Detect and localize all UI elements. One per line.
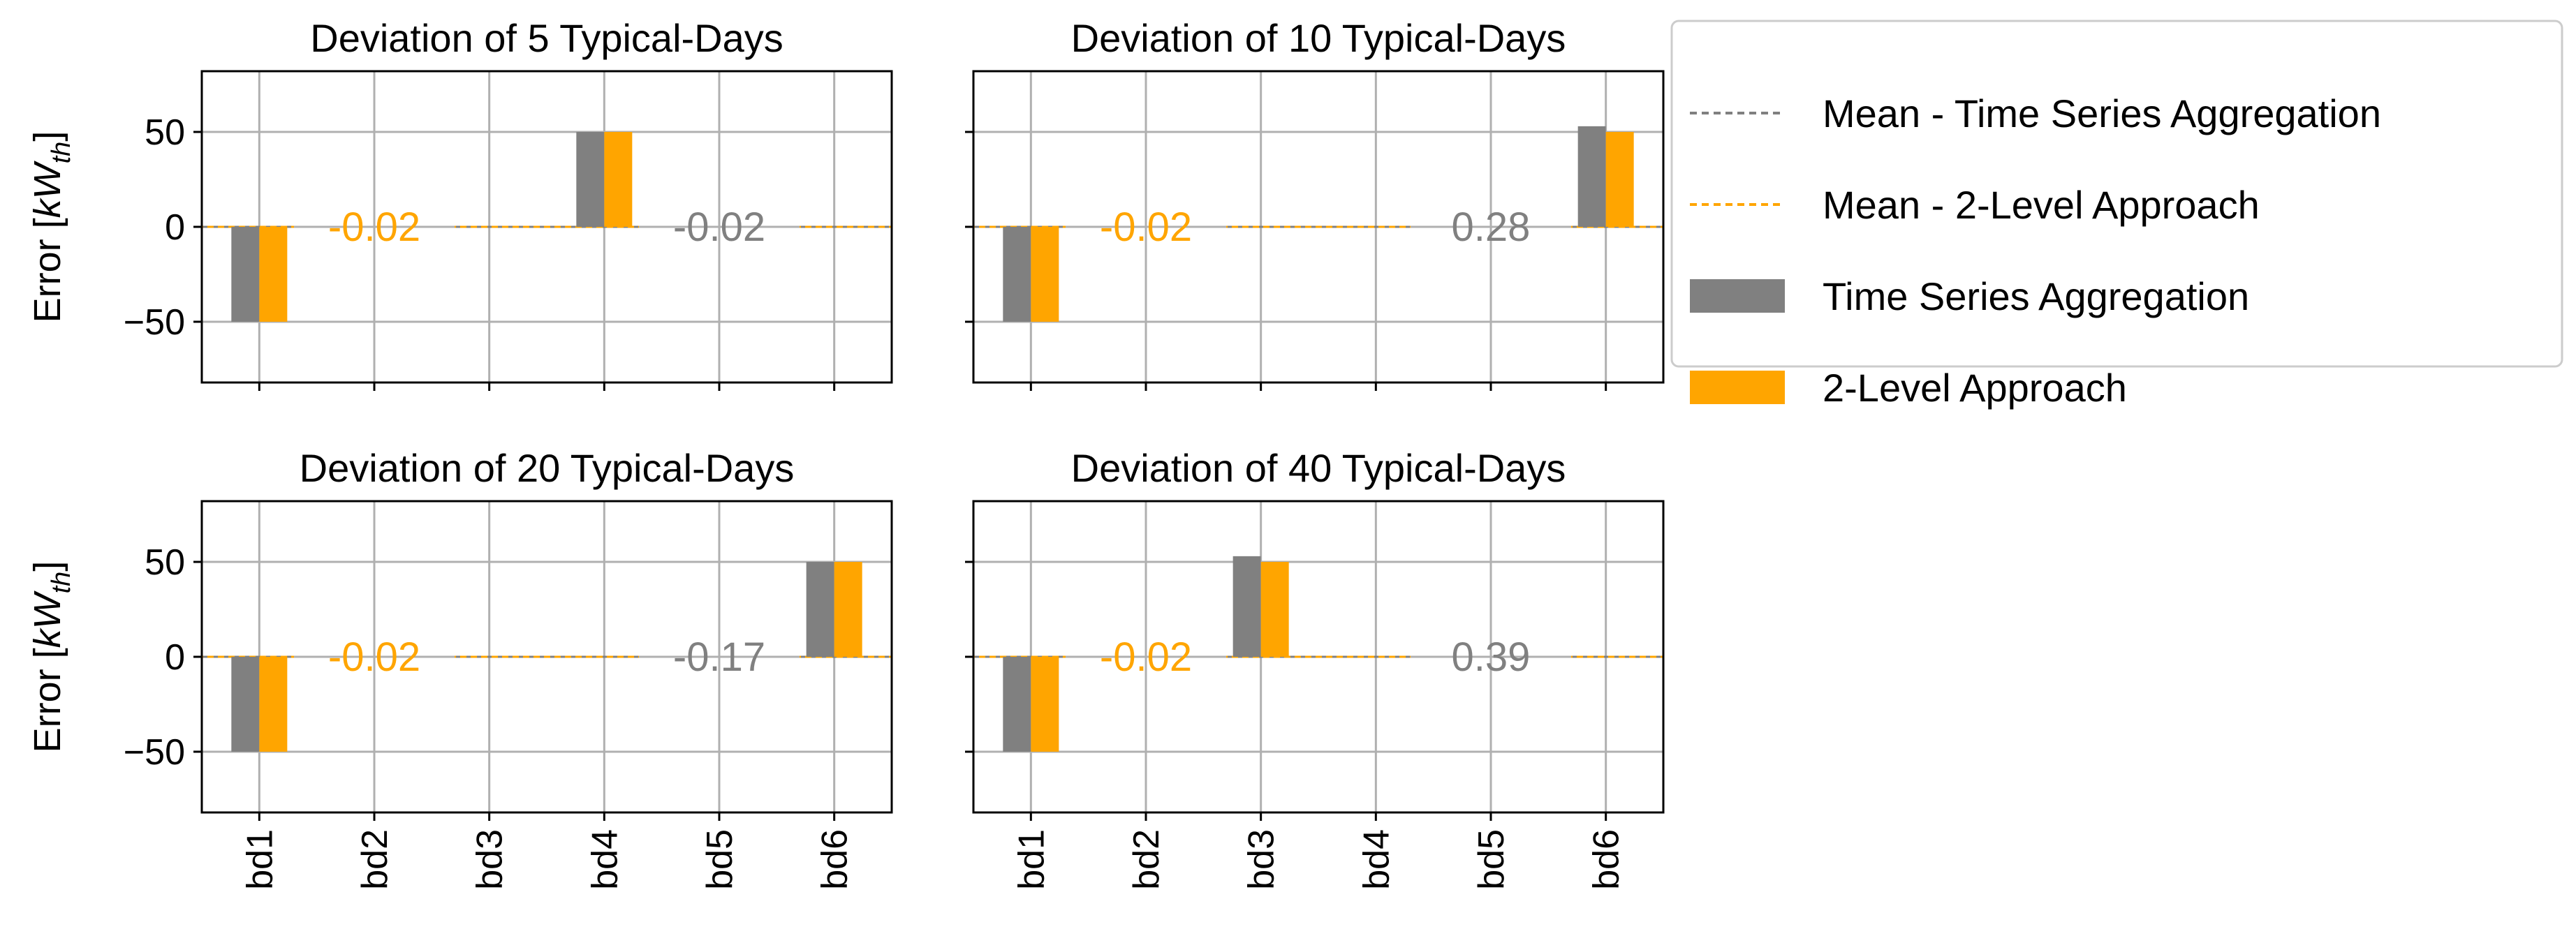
y-axis-label-unit: kW: [27, 590, 68, 648]
bar-2-level-approach-bd1: [259, 657, 288, 752]
x-tick-label: bd3: [470, 829, 510, 890]
mean-value-label: -0.02: [328, 205, 420, 250]
bar-time-series-aggregation-bd1: [231, 657, 260, 752]
y-axis-label: Error [kWth]: [27, 561, 76, 753]
x-tick-label: bd6: [1587, 829, 1627, 890]
bar-2-level-approach-bd3: [1260, 562, 1289, 657]
y-axis-label-suffix: ]: [27, 131, 68, 142]
x-tick-label: bd6: [815, 829, 855, 890]
subplot-2: -0.02 0.28 Deviation of 10 Typical-Days: [965, 16, 1665, 391]
subplots: -0.02 -0.02 50 0 −50 Deviation of 5 Typical-D…: [27, 16, 1665, 890]
x-tick-label: bd4: [1356, 829, 1397, 890]
legend-swatch-time-series-aggregation: [1690, 279, 1785, 313]
mean-value-label: -0.02: [328, 634, 420, 680]
bar-time-series-aggregation-bd6: [806, 562, 834, 657]
mean-value-label: -0.02: [673, 205, 765, 250]
bar-time-series-aggregation-bd6: [1577, 126, 1606, 227]
x-tick-label: bd2: [355, 829, 395, 890]
y-axis-label-suffix: ]: [27, 561, 68, 572]
bar-time-series-aggregation-bd1: [231, 227, 260, 322]
y-tick-label: 0: [165, 207, 185, 248]
mean-value-label: 0.28: [1452, 205, 1531, 250]
y-tick-label: 0: [165, 637, 185, 678]
y-axis-label-subscript: th: [47, 572, 76, 594]
x-tick-label: bd5: [700, 829, 740, 890]
y-tick-label: 50: [145, 112, 185, 153]
bar-2-level-approach-bd1: [259, 227, 288, 322]
bar-2-level-approach-bd1: [1031, 227, 1059, 322]
mean-value-label: 0.39: [1452, 634, 1531, 680]
y-axis-label-prefix: Error [: [27, 218, 68, 322]
y-axis-label-unit: kW: [27, 160, 68, 218]
y-axis-label-subscript: th: [47, 142, 76, 164]
bar-time-series-aggregation-bd4: [576, 132, 605, 227]
x-tick-label: bd3: [1242, 829, 1282, 890]
bar-2-level-approach-bd1: [1031, 657, 1059, 752]
bar-2-level-approach-bd6: [834, 562, 862, 657]
y-tick-label: −50: [124, 302, 185, 343]
subplot-4: -0.02 0.39 bd1 bd2 bd3 bd4 bd5 bd6 Deviation of …: [965, 446, 1665, 890]
bar-2-level-approach-bd4: [604, 132, 633, 227]
mean-value-label: -0.02: [1100, 634, 1192, 680]
legend-label-time-series-aggregation: Time Series Aggregation: [1823, 274, 2249, 318]
x-tick-label: bd2: [1126, 829, 1167, 890]
bar-time-series-aggregation-bd1: [1003, 227, 1031, 322]
bar-2-level-approach-bd6: [1605, 132, 1634, 227]
x-tick-label: bd5: [1471, 829, 1512, 890]
subplot-1: -0.02 -0.02 50 0 −50 Deviation of 5 Typical-D…: [27, 16, 893, 391]
bar-time-series-aggregation-bd3: [1232, 556, 1261, 657]
mean-value-label: -0.02: [1100, 205, 1192, 250]
y-axis-label-prefix: Error [: [27, 648, 68, 752]
y-tick-label: 50: [145, 542, 185, 583]
legend-frame: [1670, 20, 2563, 368]
x-tick-label: bd1: [240, 829, 280, 890]
mean-value-label: -0.17: [673, 634, 765, 680]
subplot-title: Deviation of 10 Typical-Days: [1071, 16, 1566, 60]
legend-label-mean-2-level-approach: Mean - 2-Level Approach: [1823, 183, 2260, 227]
subplot-title: Deviation of 40 Typical-Days: [1071, 446, 1566, 490]
subplot-title: Deviation of 5 Typical-Days: [310, 16, 783, 60]
y-tick-label: −50: [124, 732, 185, 773]
legend-swatch-2-level-approach: [1690, 371, 1785, 404]
legend: Mean - Time Series Aggregation Mean - 2-L…: [1670, 20, 2563, 410]
subplot-3: -0.02 -0.17 50 0 −50 bd1 bd2 bd3 bd4 bd5 bd6 Deviat…: [27, 446, 893, 890]
legend-label-mean-time-series-aggregation: Mean - Time Series Aggregation: [1823, 91, 2381, 135]
y-axis-label: Error [kWth]: [27, 131, 76, 323]
x-tick-label: bd4: [584, 829, 625, 890]
bar-time-series-aggregation-bd1: [1003, 657, 1031, 752]
subplot-title: Deviation of 20 Typical-Days: [300, 446, 795, 490]
legend-label-2-level-approach: 2-Level Approach: [1823, 366, 2127, 410]
x-tick-label: bd1: [1011, 829, 1052, 890]
